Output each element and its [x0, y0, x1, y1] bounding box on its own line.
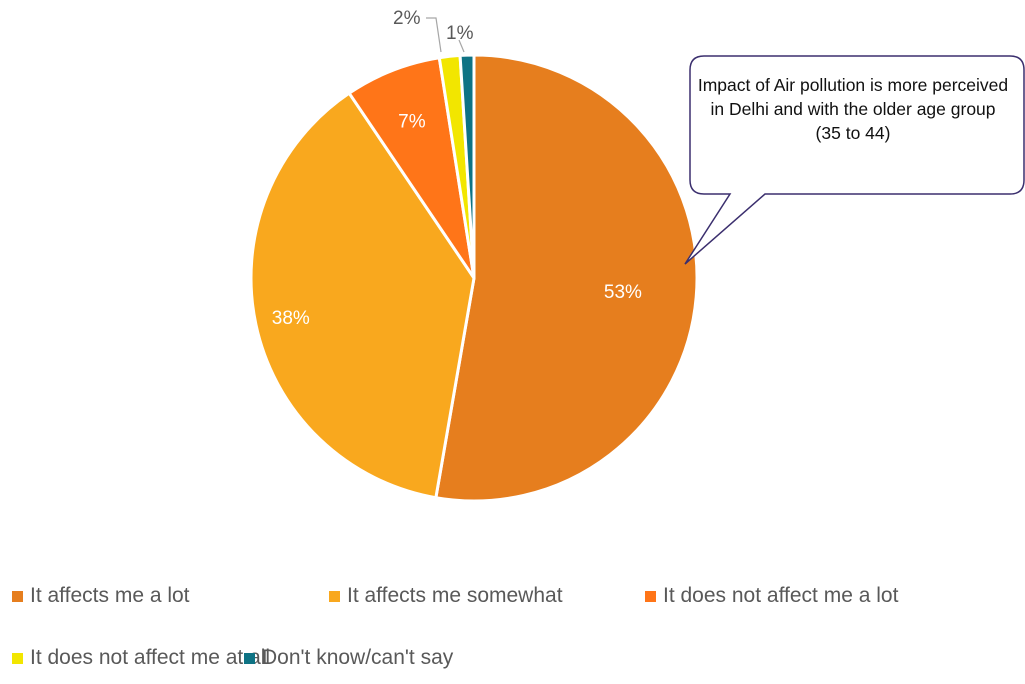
- legend-item-affects-somewhat: It affects me somewhat: [329, 584, 563, 608]
- data-label-it-affects-me-a-lot: 53%: [604, 282, 642, 303]
- leader-lines: [426, 17, 465, 53]
- leader-line-2pct: [426, 17, 442, 53]
- legend-swatch-affects-a-lot: [12, 590, 23, 602]
- leader-line-1pct: [458, 39, 465, 53]
- data-label-don-t-know-can-t-say: 1%: [446, 23, 474, 44]
- pie-slice-it-affects-me-a-lot: [434, 53, 699, 503]
- data-label-it-does-not-affect-me-at-all: 2%: [393, 8, 421, 29]
- slice-labels: 53% 38% 7% 2% 1%: [272, 8, 642, 329]
- pie-slice-it-affects-me-somewhat: [249, 91, 476, 500]
- legend-swatch-not-a-lot: [645, 590, 656, 602]
- data-label-it-does-not-affect-me-a-lot: 7%: [398, 111, 426, 132]
- legend-label: It does not affect me a lot: [663, 584, 899, 607]
- legend-item-dont-know: Don't know/can't say: [244, 646, 453, 670]
- callout-annotation: Impact of Air pollution is more perceive…: [697, 75, 1009, 143]
- legend-item-affects-a-lot: It affects me a lot: [12, 584, 190, 608]
- legend-swatch-affects-somewhat: [329, 590, 340, 602]
- legend-swatch-not-at-all: [12, 652, 23, 664]
- legend-label: It affects me a lot: [30, 584, 190, 607]
- legend-swatch-dont-know: [244, 652, 255, 664]
- legend-item-not-a-lot: It does not affect me a lot: [645, 584, 898, 608]
- legend-label: It affects me somewhat: [347, 584, 563, 607]
- pie-slice-don-t-know-can-t-say: [458, 53, 476, 280]
- legend-item-not-at-all: It does not affect me at all: [12, 646, 270, 670]
- callout-bubble: [684, 55, 1025, 265]
- data-label-it-affects-me-somewhat: 38%: [272, 308, 310, 329]
- pie-slices: [249, 53, 699, 503]
- legend-label: Don't know/can't say: [262, 646, 454, 669]
- legend-label: It does not affect me at all: [30, 646, 271, 669]
